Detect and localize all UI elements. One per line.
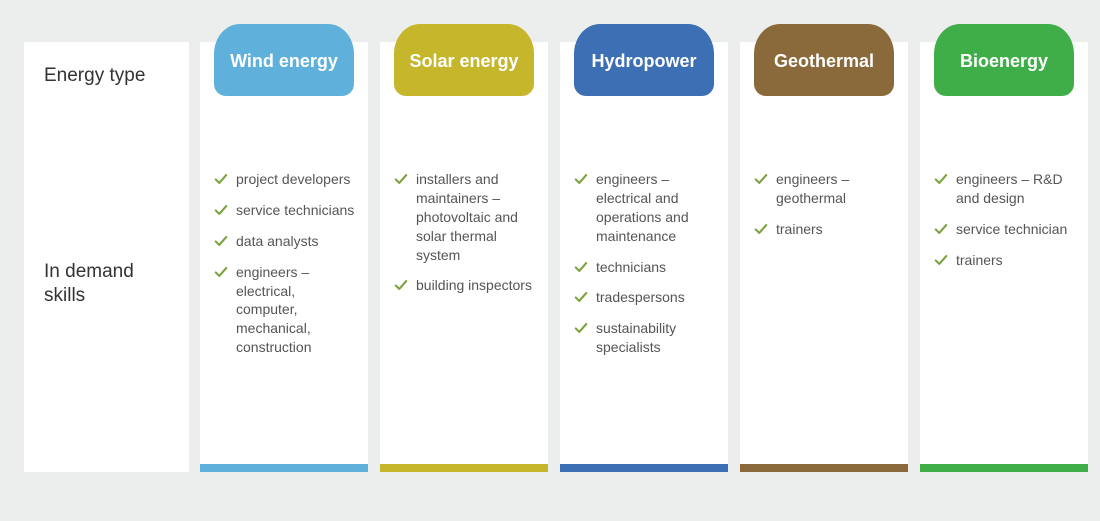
energy-column-wind: Wind energy project developers service tec… (200, 42, 368, 472)
skill-text: trainers (776, 220, 898, 239)
skill-item: service technicians (214, 201, 358, 220)
skill-item: sustainability specialists (574, 319, 718, 357)
energy-column-title: Solar energy (409, 52, 518, 72)
energy-column-header: Hydropower (574, 24, 714, 96)
column-footer-bar (380, 464, 548, 472)
energy-column-title: Bioenergy (960, 52, 1048, 72)
check-icon (214, 265, 228, 279)
column-footer-bar (740, 464, 908, 472)
skill-item: tradespersons (574, 288, 718, 307)
skill-text: sustainability specialists (596, 319, 718, 357)
column-footer-bar (560, 464, 728, 472)
energy-column-title: Geothermal (774, 52, 874, 72)
skill-text: engineers – electrical and operations an… (596, 170, 718, 246)
energy-column-title: Wind energy (230, 52, 338, 72)
skills-list: project developers service technicians dat… (214, 170, 358, 369)
skill-item: project developers (214, 170, 358, 189)
check-icon (574, 290, 588, 304)
skill-text: engineers – electrical, computer, mechan… (236, 263, 358, 357)
skill-item: trainers (934, 251, 1078, 270)
column-footer-bar (920, 464, 1088, 472)
energy-column-title: Hydropower (591, 52, 696, 72)
row-labels-card: Energy type In demand skills (24, 42, 189, 472)
energy-column-header: Geothermal (754, 24, 894, 96)
skill-text: installers and maintainers – photovoltai… (416, 170, 538, 264)
skill-text: project developers (236, 170, 358, 189)
check-icon (214, 203, 228, 217)
skill-text: tradespersons (596, 288, 718, 307)
skill-item: installers and maintainers – photovoltai… (394, 170, 538, 264)
column-footer-bar (200, 464, 368, 472)
check-icon (934, 222, 948, 236)
skill-item: technicians (574, 258, 718, 277)
energy-column-header: Wind energy (214, 24, 354, 96)
check-icon (574, 260, 588, 274)
skill-item: engineers – electrical and operations an… (574, 170, 718, 246)
check-icon (934, 253, 948, 267)
skill-item: data analysts (214, 232, 358, 251)
skills-list: installers and maintainers – photovoltai… (394, 170, 538, 307)
energy-column-bioenergy: Bioenergy engineers – R&D and design servi… (920, 42, 1088, 472)
energy-column-hydro: Hydropower engineers – electrical and ope… (560, 42, 728, 472)
check-icon (214, 172, 228, 186)
skill-item: service technician (934, 220, 1078, 239)
check-icon (754, 222, 768, 236)
skill-item: building inspectors (394, 276, 538, 295)
skills-list: engineers – R&D and design service techni… (934, 170, 1078, 282)
label-in-demand-skills: In demand skills (44, 260, 179, 308)
skill-text: engineers – geothermal (776, 170, 898, 208)
skill-text: engineers – R&D and design (956, 170, 1078, 208)
check-icon (214, 234, 228, 248)
skills-list: engineers – geothermal trainers (754, 170, 898, 251)
skill-text: service technicians (236, 201, 358, 220)
energy-skills-infographic: Energy type In demand skills Wind energy… (0, 0, 1100, 521)
check-icon (574, 172, 588, 186)
skill-text: trainers (956, 251, 1078, 270)
energy-column-header: Solar energy (394, 24, 534, 96)
skill-text: building inspectors (416, 276, 538, 295)
check-icon (754, 172, 768, 186)
skill-text: technicians (596, 258, 718, 277)
skill-item: engineers – geothermal (754, 170, 898, 208)
energy-column-header: Bioenergy (934, 24, 1074, 96)
check-icon (934, 172, 948, 186)
check-icon (394, 278, 408, 292)
skill-item: trainers (754, 220, 898, 239)
skill-item: engineers – R&D and design (934, 170, 1078, 208)
skill-item: engineers – electrical, computer, mechan… (214, 263, 358, 357)
skill-text: service technician (956, 220, 1078, 239)
check-icon (394, 172, 408, 186)
skills-list: engineers – electrical and operations an… (574, 170, 718, 369)
energy-column-geothermal: Geothermal engineers – geothermal trainers (740, 42, 908, 472)
skill-text: data analysts (236, 232, 358, 251)
check-icon (574, 321, 588, 335)
label-energy-type: Energy type (44, 64, 179, 88)
energy-column-solar: Solar energy installers and maintainers –… (380, 42, 548, 472)
